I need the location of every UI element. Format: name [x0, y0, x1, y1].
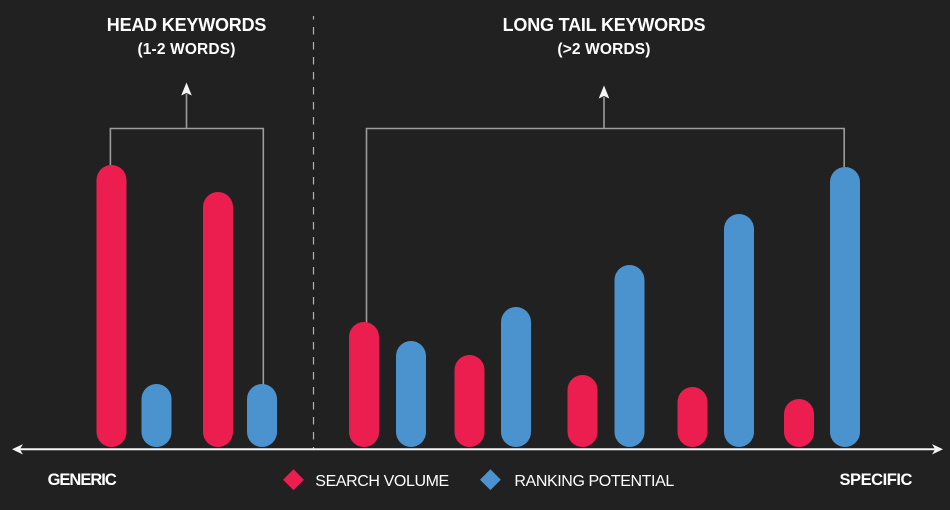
- svg-text:RANKING POTENTIAL: RANKING POTENTIAL: [514, 473, 674, 490]
- svg-text:SPECIFIC: SPECIFIC: [840, 471, 913, 489]
- svg-text:GENERIC: GENERIC: [48, 471, 117, 489]
- svg-text:LONG TAIL KEYWORDS: LONG TAIL KEYWORDS: [503, 15, 706, 35]
- svg-text:SEARCH VOLUME: SEARCH VOLUME: [315, 473, 449, 490]
- svg-text:(>2 WORDS): (>2 WORDS): [557, 41, 650, 58]
- svg-text:HEAD KEYWORDS: HEAD KEYWORDS: [107, 15, 267, 35]
- svg-text:(1-2 WORDS): (1-2 WORDS): [137, 41, 235, 58]
